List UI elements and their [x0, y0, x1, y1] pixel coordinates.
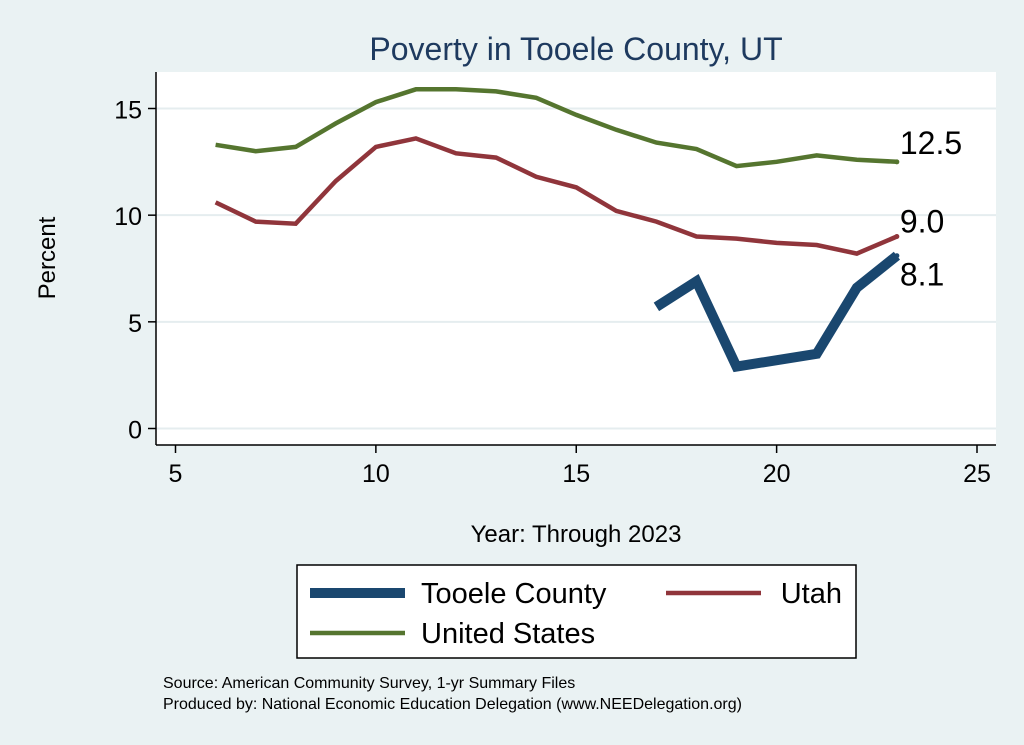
- legend: Tooele County Utah United States: [296, 564, 857, 659]
- plot-area: [156, 72, 996, 445]
- end-label: 8.1: [900, 257, 944, 293]
- series-line-tooele-county: [653, 251, 901, 373]
- y-tick-label: 5: [128, 310, 142, 338]
- legend-item: Utah: [666, 578, 842, 610]
- x-tick-label: 10: [362, 460, 390, 488]
- chart-title: Poverty in Tooele County, UT: [369, 31, 782, 67]
- legend-item: Tooele County: [310, 578, 607, 610]
- legend-label: United States: [421, 618, 595, 650]
- series-lines: [214, 87, 901, 373]
- x-tick-label: 5: [169, 460, 183, 488]
- y-tick-label: 0: [128, 417, 142, 445]
- end-label: 9.0: [900, 204, 944, 240]
- legend-label: Tooele County: [421, 578, 607, 610]
- legend-item: United States: [310, 618, 595, 650]
- end-marker: [894, 234, 900, 239]
- end-marker: [894, 159, 900, 165]
- gridlines: [156, 107, 996, 430]
- legend-box: [296, 564, 857, 659]
- end-labels: 8.1 9.0 12.5: [894, 125, 962, 293]
- y-axis-label: Percent: [34, 216, 61, 299]
- producer-note: Produced by: National Economic Education…: [163, 696, 742, 713]
- series-line-united-states: [215, 87, 898, 169]
- y-tick-label: 15: [114, 97, 142, 125]
- source-note: Source: American Community Survey, 1-yr …: [163, 675, 575, 692]
- x-tick-label: 20: [763, 460, 791, 488]
- x-tick-label: 15: [562, 460, 590, 488]
- legend-label: Utah: [781, 578, 842, 610]
- y-tick-label: 10: [114, 203, 142, 231]
- end-marker: [894, 253, 900, 259]
- series-line-utah: [214, 136, 898, 256]
- x-tick-label: 25: [963, 460, 991, 488]
- x-axis-label: Year: Through 2023: [471, 521, 682, 548]
- end-label: 12.5: [900, 125, 962, 161]
